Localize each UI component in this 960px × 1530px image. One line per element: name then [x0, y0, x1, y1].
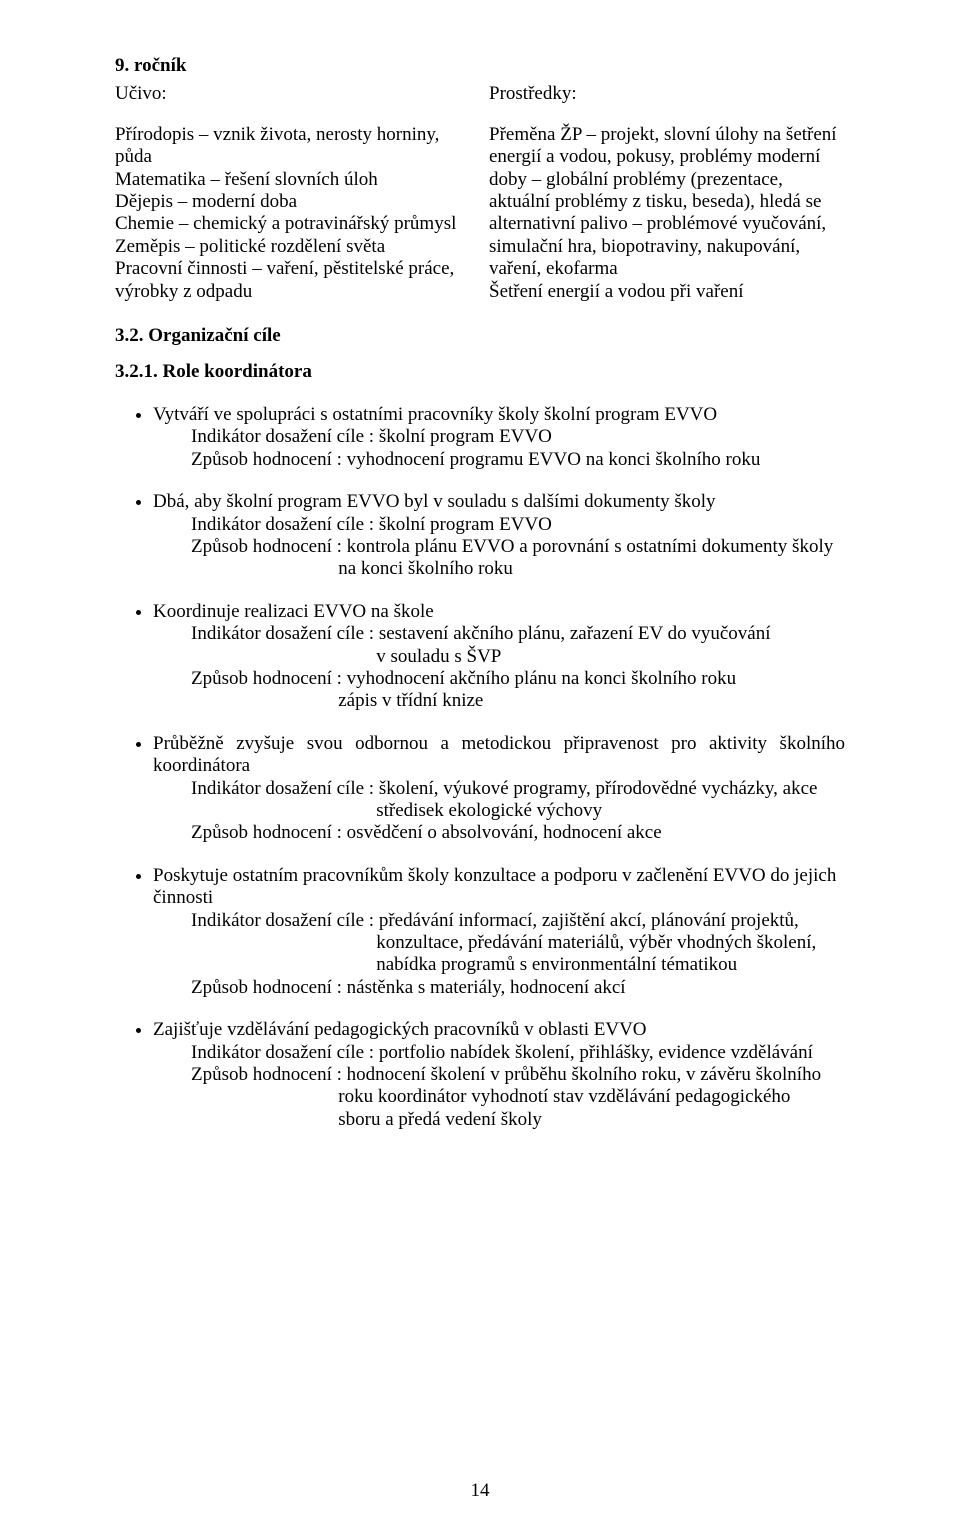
bullet-sub: Způsob hodnocení : hodnocení školení v p…	[153, 1064, 845, 1086]
bullet-sub: zápis v třídní knize	[153, 690, 845, 712]
bullet-sub: Indikátor dosažení cíle : školení, výuko…	[153, 778, 845, 800]
heading-organizacni: 3.2. Organizační cíle	[115, 325, 845, 347]
bullet-sub: Indikátor dosažení cíle : školní program…	[153, 514, 845, 536]
bullet-sub: roku koordinátor vyhodnotí stav vzdělává…	[153, 1086, 845, 1108]
bullet-sub: Indikátor dosažení cíle : školní program…	[153, 426, 845, 448]
heading-rocnik: 9. ročník	[115, 55, 845, 77]
ucivo-title: Učivo:	[115, 83, 471, 105]
bullet-sub: Indikátor dosažení cíle : sestavení akčn…	[153, 623, 845, 645]
bullet-sub: nabídka programů s environmentální témat…	[153, 954, 845, 976]
ucivo-line: Dějepis – moderní doba	[115, 191, 471, 213]
ucivo-line: Zeměpis – politické rozdělení světa	[115, 236, 471, 258]
prostredky-line: Šetření energií a vodou při vaření	[489, 281, 845, 303]
ucivo-line: Chemie – chemický a potravinářský průmys…	[115, 213, 471, 235]
bullet-sub: středisek ekologické výchovy	[153, 800, 845, 822]
bullet-sub: na konci školního roku	[153, 558, 845, 580]
bullet-sub: konzultace, předávání materiálů, výběr v…	[153, 932, 845, 954]
right-column: Prostředky: Přeměna ŽP – projekt, slovní…	[489, 83, 845, 303]
bullet-list: Vytváří ve spolupráci s ostatními pracov…	[115, 404, 845, 1131]
bullet-lead: Poskytuje ostatním pracovníkům školy kon…	[153, 865, 836, 908]
bullet-sub: Indikátor dosažení cíle : portfolio nabí…	[153, 1042, 845, 1064]
bullet-sub: Způsob hodnocení : kontrola plánu EVVO a…	[153, 536, 845, 558]
ucivo-line: Přírodopis – vznik života, nerosty horni…	[115, 124, 471, 169]
bullet-lead: Koordinuje realizaci EVVO na škole	[153, 601, 434, 622]
bullet-item: Vytváří ve spolupráci s ostatními pracov…	[153, 404, 845, 471]
bullet-sub: Způsob hodnocení : vyhodnocení programu …	[153, 449, 845, 471]
bullet-item: Poskytuje ostatním pracovníkům školy kon…	[153, 865, 845, 999]
heading-role: 3.2.1. Role koordinátora	[115, 361, 845, 383]
ucivo-line: Matematika – řešení slovních úloh	[115, 169, 471, 191]
bullet-sub: Způsob hodnocení : nástěnka s materiály,…	[153, 977, 845, 999]
page-number: 14	[0, 1480, 960, 1502]
bullet-lead: Zajišťuje vzdělávání pedagogických praco…	[153, 1019, 647, 1040]
left-column: Učivo: Přírodopis – vznik života, nerost…	[115, 83, 471, 303]
bullet-lead: Dbá, aby školní program EVVO byl v soula…	[153, 491, 716, 512]
bullet-sub: Indikátor dosažení cíle : předávání info…	[153, 910, 845, 932]
bullet-item: Dbá, aby školní program EVVO byl v soula…	[153, 491, 845, 581]
bullet-sub: sboru a předá vedení školy	[153, 1109, 845, 1131]
bullet-item: Průběžně zvyšuje svou odbornou a metodic…	[153, 733, 845, 845]
page: 9. ročník Učivo: Přírodopis – vznik živo…	[0, 0, 960, 1530]
bullet-sub: Způsob hodnocení : vyhodnocení akčního p…	[153, 668, 845, 690]
ucivo-line: Pracovní činnosti – vaření, pěstitelské …	[115, 258, 471, 303]
two-column-row: Učivo: Přírodopis – vznik života, nerost…	[115, 83, 845, 303]
bullet-lead: Průběžně zvyšuje svou odbornou a metodic…	[153, 733, 845, 776]
bullet-lead: Vytváří ve spolupráci s ostatními pracov…	[153, 404, 717, 425]
prostredky-line: Přeměna ŽP – projekt, slovní úlohy na še…	[489, 124, 845, 281]
bullet-sub: v souladu s ŠVP	[153, 646, 845, 668]
bullet-sub: Způsob hodnocení : osvědčení o absolvová…	[153, 822, 845, 844]
bullet-item: Zajišťuje vzdělávání pedagogických praco…	[153, 1019, 845, 1131]
prostredky-title: Prostředky:	[489, 83, 845, 105]
bullet-item: Koordinuje realizaci EVVO na škole Indik…	[153, 601, 845, 713]
